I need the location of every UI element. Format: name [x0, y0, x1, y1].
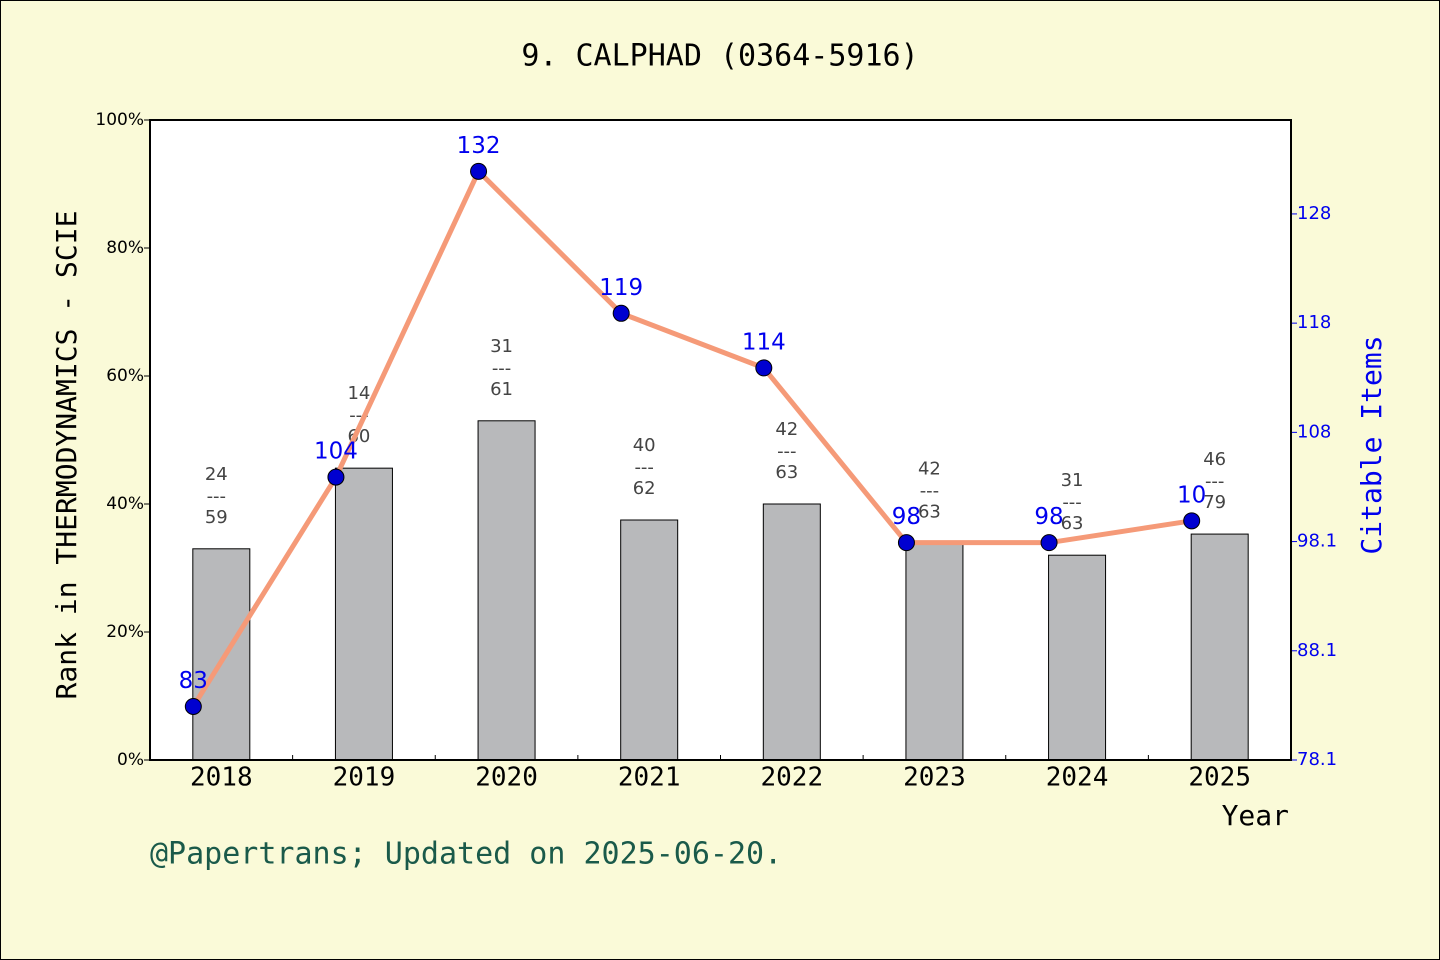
total-label: 62 [633, 478, 656, 499]
bar [905, 543, 964, 761]
y2-tick-label: 108 [1297, 421, 1331, 442]
x-tick-label: 2025 [1188, 763, 1251, 793]
rank-separator: --- [207, 486, 227, 507]
rank-separator: --- [920, 481, 940, 502]
bar [192, 548, 251, 761]
y2-tick-label: 128 [1297, 203, 1331, 224]
rank-label: 31 [1061, 470, 1084, 491]
x-tick-label: 2020 [475, 763, 538, 793]
rank-separator: --- [492, 358, 512, 379]
line-value-label: 114 [742, 329, 786, 355]
line-point [470, 162, 488, 180]
y2-tick-label: 98.1 [1297, 531, 1337, 552]
line-point [327, 468, 345, 486]
rank-label: 31 [490, 336, 513, 357]
y-tick-label: 0% [117, 750, 144, 770]
x-tick-label: 2021 [618, 763, 681, 793]
chart-title: 9. CALPHAD (0364-5916) [521, 39, 918, 74]
line-point [897, 534, 915, 552]
bar [1048, 554, 1107, 761]
y2-tick-label: 88.1 [1297, 640, 1337, 661]
rank-separator: --- [777, 441, 797, 462]
bar [1190, 533, 1249, 761]
rank-label: 46 [1203, 449, 1226, 470]
line-value-label: 104 [314, 439, 358, 465]
x-axis-label: Year [1222, 799, 1289, 832]
total-label: 63 [1061, 513, 1084, 534]
y-tick-label: 80% [106, 238, 144, 258]
x-tick-label: 2018 [190, 763, 253, 793]
line-value-label: 132 [457, 133, 501, 159]
total-label: 59 [205, 507, 228, 528]
rank-separator: --- [1062, 492, 1082, 513]
line-value-label: 83 [179, 668, 208, 694]
y-tick-label: 100% [95, 110, 144, 130]
plot-frame [149, 119, 1292, 761]
y-tick-label: 20% [106, 622, 144, 642]
total-label: 63 [918, 502, 941, 523]
x-tick-label: 2019 [333, 763, 396, 793]
line-value-label: 98 [1034, 504, 1063, 530]
line-point [612, 304, 630, 322]
bar [334, 467, 393, 761]
y2-axis-label: Citable Items [1355, 335, 1388, 554]
y-axis-label: Rank in THERMODYNAMICS - SCIE [50, 211, 83, 700]
line [191, 167, 1193, 708]
line-value-label: 10 [1177, 482, 1206, 508]
y2-tick-label: 78.1 [1297, 749, 1337, 770]
total-label: 61 [490, 379, 513, 400]
line-point [1040, 534, 1058, 552]
x-tick-label: 2023 [903, 763, 966, 793]
rank-label: 42 [775, 419, 798, 440]
bar [477, 420, 536, 761]
x-tick-label: 2022 [761, 763, 824, 793]
marks: 0% 20% 40% 60% 80% 100% 78.1 88.1 98.1 108 118 128 2… [95, 110, 1337, 793]
line-point [755, 359, 773, 377]
x-tick-label: 2024 [1046, 763, 1109, 793]
y-tick-label: 40% [106, 494, 144, 514]
bar [620, 519, 679, 761]
rank-label: 42 [918, 459, 941, 480]
rank-label: 24 [205, 464, 228, 485]
rank-label: 40 [633, 435, 656, 456]
y-tick-label: 60% [106, 366, 144, 386]
line-value-label: 119 [599, 275, 643, 301]
y2-tick-label: 118 [1297, 312, 1331, 333]
line-point [184, 697, 202, 715]
total-label: 63 [775, 462, 798, 483]
rank-label: 14 [347, 383, 370, 404]
footer: @Papertrans; Updated on 2025-06-20. [150, 837, 782, 872]
rank-separator: --- [1205, 471, 1225, 492]
bar [762, 503, 821, 761]
rank-separator: --- [634, 457, 654, 478]
total-label: 79 [1203, 492, 1226, 513]
line-point [1183, 512, 1201, 530]
line-value-label: 98 [892, 504, 921, 530]
